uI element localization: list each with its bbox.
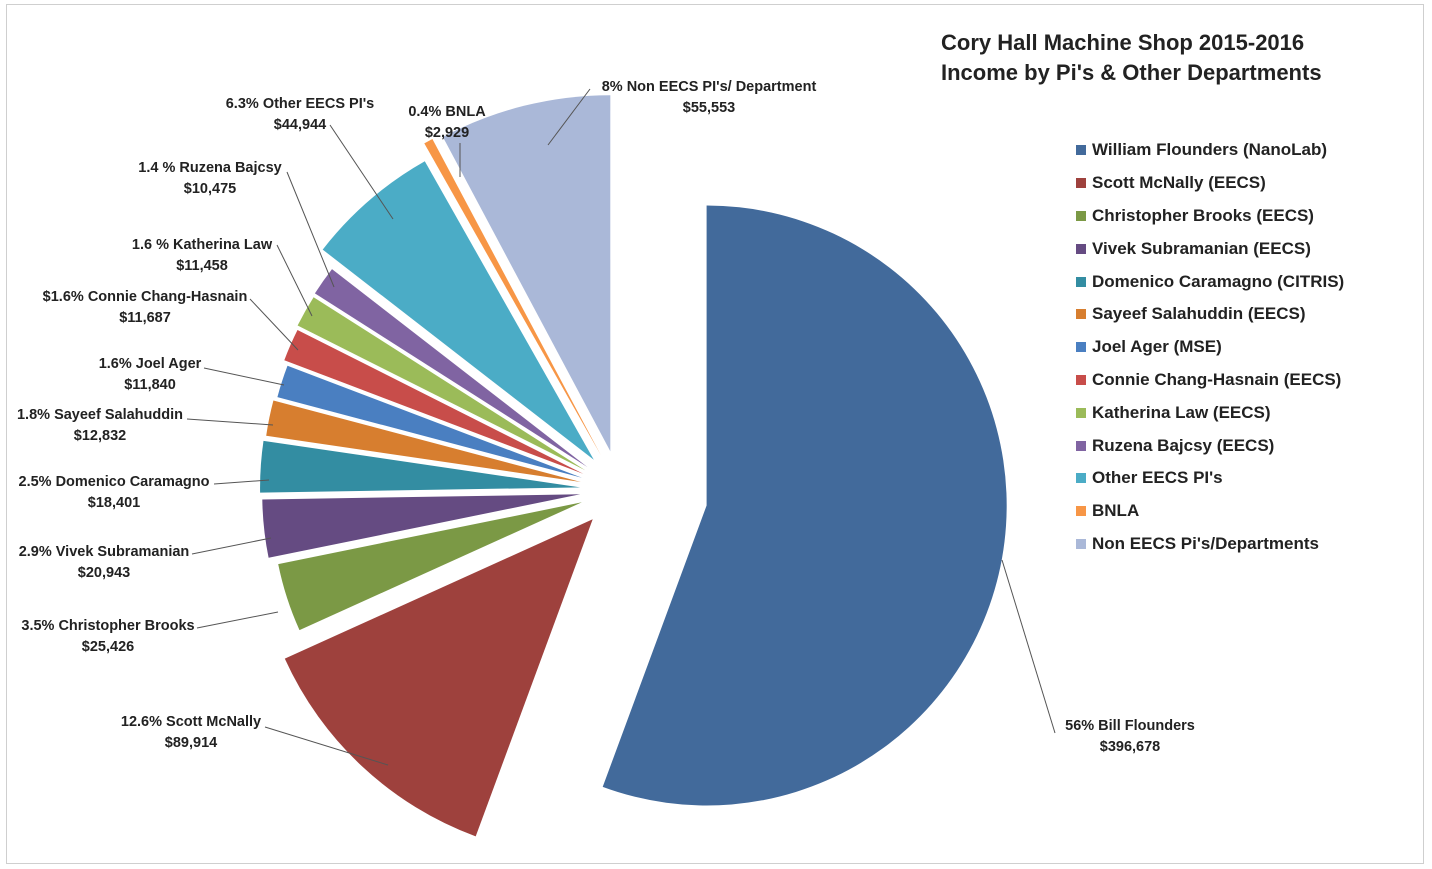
slice-label: 1.4 % Ruzena Bajcsy $10,475 — [138, 160, 281, 197]
pie-slice — [266, 400, 581, 482]
legend-item: Scott McNally (EECS) — [1076, 167, 1344, 200]
chart-title-line1: Cory Hall Machine Shop 2015-2016 — [941, 30, 1305, 55]
legend-item: William Flounders (NanoLab) — [1076, 134, 1344, 167]
leader-line — [1001, 559, 1056, 734]
pie-slice — [262, 494, 581, 558]
pie-slice — [322, 161, 594, 460]
leader-line — [329, 124, 394, 220]
slice-label: 0.4% BNLA $2,929 — [408, 104, 486, 141]
leader-line — [249, 298, 299, 351]
legend-swatch — [1076, 342, 1086, 353]
slice-label: 12.6% Scott McNally $89,914 — [121, 714, 261, 751]
legend-label: Domenico Caramagno (CITRIS) — [1092, 271, 1345, 291]
slice-label: 3.5% Christopher Brooks $25,426 — [21, 618, 194, 655]
legend-item: Connie Chang-Hasnain (EECS) — [1076, 364, 1344, 397]
legend-label: Scott McNally (EECS) — [1092, 173, 1266, 193]
leader-line — [203, 367, 285, 386]
pie-slice — [284, 330, 584, 474]
leader-line — [196, 611, 279, 629]
slice-label: 56% Bill Flounders $396,678 — [1065, 718, 1195, 755]
legend-swatch — [1076, 210, 1086, 221]
legend-label: Joel Ager (MSE) — [1092, 337, 1222, 357]
legend-label: William Flounders (NanoLab) — [1092, 140, 1328, 160]
pie-slice — [314, 269, 588, 467]
legend-swatch — [1076, 178, 1086, 189]
legend-swatch — [1076, 440, 1086, 451]
slice-label: 2.5% Domenico Caramagno $18,401 — [19, 474, 210, 511]
legend-swatch — [1076, 309, 1086, 320]
pie-slices — [260, 95, 1007, 837]
slice-label: 1.8% Sayeef Salahuddin $12,832 — [17, 407, 183, 444]
legend-swatch — [1076, 473, 1086, 484]
pie-slice — [277, 365, 582, 478]
legend-label: Connie Chang-Hasnain (EECS) — [1092, 369, 1342, 389]
legend-item: Domenico Caramagno (CITRIS) — [1076, 265, 1344, 298]
pie-slice — [278, 502, 582, 631]
chart-title-line2: Income by Pi's & Other Departments — [941, 60, 1322, 85]
leader-line — [264, 726, 389, 766]
leader-line — [186, 418, 274, 426]
legend-item: Other EECS PI's — [1076, 462, 1344, 495]
chart-title: Cory Hall Machine Shop 2015-2016 Income … — [941, 28, 1322, 88]
pie-slice — [297, 297, 586, 471]
legend-label: Non EECS Pi's/Departments — [1092, 533, 1319, 553]
leader-lines — [186, 88, 1056, 766]
leader-line — [191, 537, 272, 555]
legend-swatch — [1076, 407, 1086, 418]
pie-slice — [424, 139, 601, 455]
legend-item: Sayeef Salahuddin (EECS) — [1076, 298, 1344, 331]
pie-slice — [442, 95, 611, 452]
legend-item: Katherina Law (EECS) — [1076, 396, 1344, 429]
slice-label: 6.3% Other EECS PI's $44,944 — [226, 96, 375, 133]
legend-label: Christopher Brooks (EECS) — [1092, 205, 1314, 225]
slice-label: 8% Non EECS PI's/ Department $55,553 — [602, 79, 817, 116]
leader-line — [213, 479, 270, 485]
legend-item: Christopher Brooks (EECS) — [1076, 200, 1344, 233]
legend-item: Non EECS Pi's/Departments — [1076, 528, 1344, 561]
leader-line — [276, 244, 313, 317]
legend-label: Katherina Law (EECS) — [1092, 402, 1271, 422]
legend-swatch — [1076, 506, 1086, 517]
leader-line — [547, 88, 591, 146]
slice-label: $1.6% Connie Chang-Hasnain $11,687 — [43, 289, 248, 326]
legend-label: Other EECS PI's — [1092, 468, 1223, 488]
legend-item: BNLA — [1076, 495, 1344, 528]
slice-label: 1.6% Joel Ager $11,840 — [99, 356, 202, 393]
legend-item: Ruzena Bajcsy (EECS) — [1076, 429, 1344, 462]
chart-legend: William Flounders (NanoLab) Scott McNally… — [1076, 134, 1344, 560]
legend-label: Ruzena Bajcsy (EECS) — [1092, 435, 1275, 455]
legend-swatch — [1076, 374, 1086, 385]
legend-label: Sayeef Salahuddin (EECS) — [1092, 304, 1306, 324]
leader-line — [286, 171, 335, 288]
pie-slice — [602, 205, 1007, 806]
legend-swatch — [1076, 538, 1086, 549]
legend-swatch — [1076, 145, 1086, 156]
legend-item: Vivek Subramanian (EECS) — [1076, 232, 1344, 265]
legend-swatch — [1076, 243, 1086, 254]
legend-swatch — [1076, 276, 1086, 287]
slice-label: 2.9% Vivek Subramanian $20,943 — [19, 544, 190, 581]
data-labels: 56% Bill Flounders $396,678 12.6% Scott Mc… — [17, 79, 1195, 755]
legend-label: BNLA — [1092, 501, 1140, 521]
pie-slice — [260, 440, 581, 493]
legend-item: Joel Ager (MSE) — [1076, 331, 1344, 364]
legend-label: Vivek Subramanian (EECS) — [1092, 238, 1311, 258]
slice-label: 1.6 % Katherina Law $11,458 — [132, 237, 273, 274]
